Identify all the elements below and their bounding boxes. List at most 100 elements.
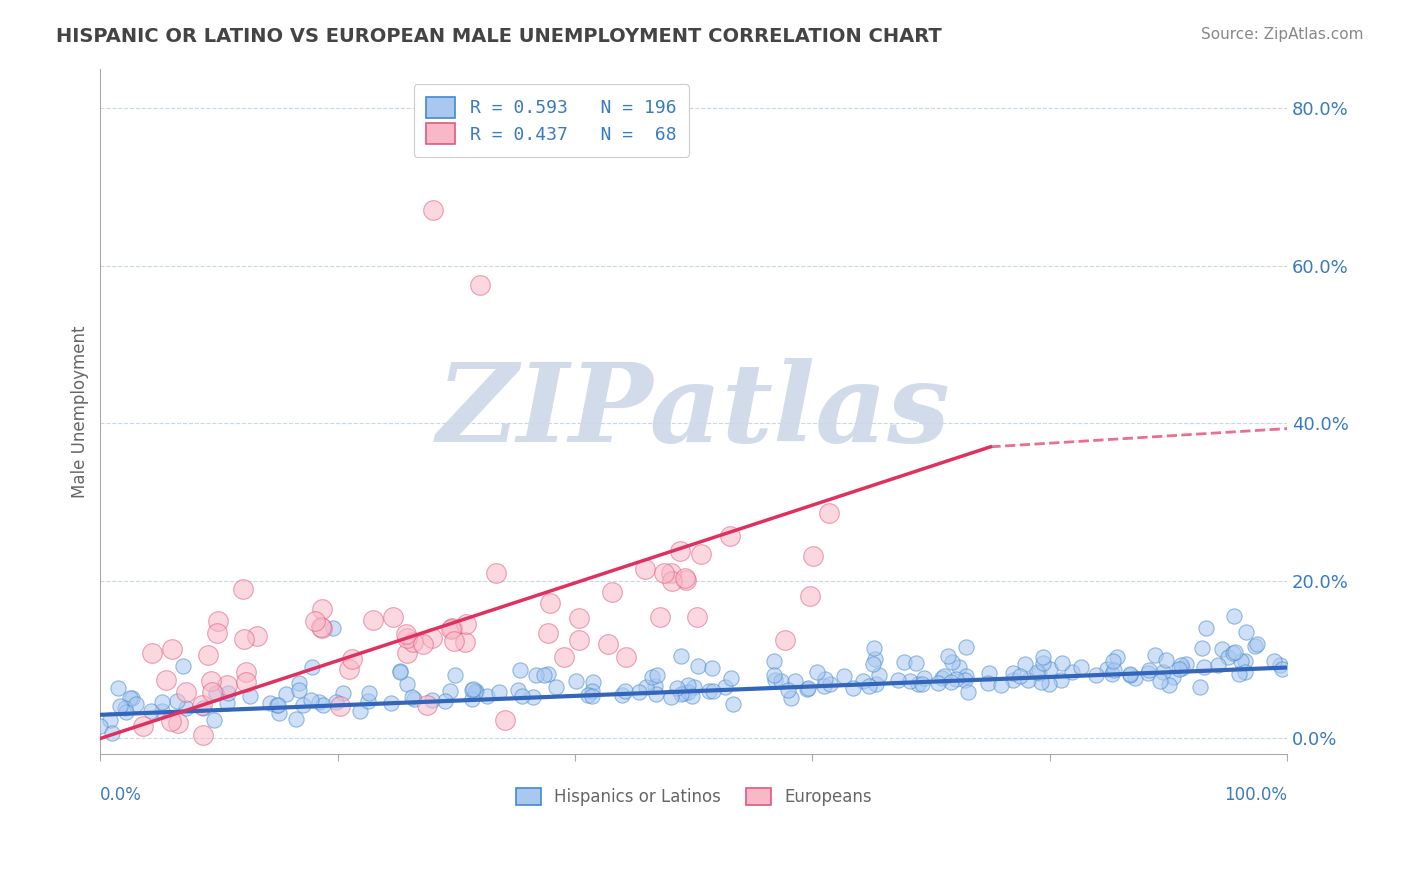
Point [245, 629, 267, 643]
Point [581, 683, 603, 698]
Text: Source: ZipAtlas.com: Source: ZipAtlas.com [1201, 27, 1364, 42]
Point [927, 676, 949, 690]
Point [576, 688, 599, 702]
Point [202, 713, 225, 727]
Point [412, 637, 434, 651]
Point [893, 655, 915, 669]
Point [702, 661, 724, 675]
Point [1230, 654, 1253, 668]
Point [150, 704, 173, 718]
Point [464, 684, 486, 698]
Point [934, 669, 956, 683]
Point [108, 699, 131, 714]
Point [107, 681, 129, 695]
Point [197, 648, 219, 662]
Point [485, 566, 508, 581]
Point [614, 684, 637, 698]
Point [536, 626, 558, 640]
Point [266, 698, 288, 713]
Point [688, 659, 710, 673]
Point [322, 621, 344, 635]
Point [1038, 677, 1060, 691]
Point [404, 692, 426, 706]
Point [1105, 650, 1128, 665]
Point [267, 698, 290, 713]
Point [1039, 662, 1062, 676]
Point [509, 663, 531, 677]
Point [1211, 642, 1233, 657]
Point [337, 662, 360, 676]
Point [865, 651, 887, 665]
Point [285, 713, 308, 727]
Point [931, 671, 953, 685]
Point [1234, 665, 1257, 679]
Point [1191, 641, 1213, 656]
Point [990, 677, 1012, 691]
Point [644, 687, 666, 701]
Point [311, 621, 333, 635]
Point [381, 610, 404, 624]
Point [675, 573, 697, 587]
Point [235, 674, 257, 689]
Point [1026, 665, 1049, 679]
Point [440, 620, 463, 634]
Point [357, 694, 380, 708]
Point [1154, 653, 1177, 667]
Point [1070, 659, 1092, 673]
Point [568, 610, 591, 624]
Point [842, 681, 865, 695]
Point [98, 713, 121, 727]
Point [1050, 673, 1073, 687]
Point [475, 690, 498, 704]
Point [1188, 680, 1211, 694]
Point [1050, 656, 1073, 670]
Point [114, 700, 136, 714]
Point [172, 658, 194, 673]
Point [174, 684, 197, 698]
Point [610, 689, 633, 703]
Point [862, 657, 884, 672]
Point [191, 728, 214, 742]
Point [174, 701, 197, 715]
Point [678, 685, 700, 699]
Point [340, 652, 363, 666]
Point [89, 719, 111, 733]
Point [834, 668, 856, 682]
Point [401, 690, 423, 704]
Point [1222, 609, 1244, 624]
Point [1195, 621, 1218, 635]
Point [553, 650, 575, 665]
Point [659, 566, 682, 580]
Point [494, 713, 516, 727]
Point [332, 686, 354, 700]
Point [671, 687, 693, 701]
Point [953, 673, 976, 687]
Point [671, 649, 693, 664]
Point [217, 686, 239, 700]
Point [274, 687, 297, 701]
Point [776, 682, 799, 697]
Point [886, 673, 908, 687]
Point [801, 549, 824, 564]
Text: HISPANIC OR LATINO VS EUROPEAN MALE UNEMPLOYMENT CORRELATION CHART: HISPANIC OR LATINO VS EUROPEAN MALE UNEM… [56, 27, 942, 45]
Point [977, 665, 1000, 680]
Point [150, 695, 173, 709]
Point [388, 665, 411, 679]
Point [215, 696, 238, 710]
Point [1137, 663, 1160, 677]
Point [1157, 678, 1180, 692]
Point [1060, 665, 1083, 680]
Point [936, 649, 959, 664]
Point [1270, 662, 1292, 676]
Point [1246, 637, 1268, 651]
Point [217, 678, 239, 692]
Text: ZIPatlas: ZIPatlas [437, 358, 950, 465]
Point [537, 666, 560, 681]
Point [1119, 668, 1142, 682]
Point [308, 695, 330, 709]
Point [439, 683, 461, 698]
Point [299, 693, 322, 707]
Point [232, 582, 254, 596]
Point [718, 529, 741, 543]
Point [329, 699, 352, 714]
